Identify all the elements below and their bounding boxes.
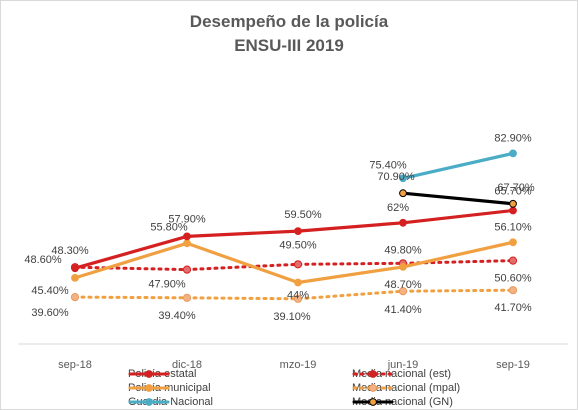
data-label-policia-estatal: 59.50% [284, 209, 322, 221]
data-point-media-nacional-gn [509, 199, 517, 208]
data-label-media-nacional-mpal: 41.70% [494, 302, 532, 314]
legend-label: Media nacional (GN) [352, 396, 453, 408]
data-label-media-nacional-mpal: 39.60% [31, 307, 69, 319]
data-label-policia-estatal: 65.70% [494, 185, 532, 197]
legend-item-media-nacional-est: Media nacional (est) [352, 367, 451, 381]
legend-swatch [128, 398, 170, 406]
data-label-policia-estatal: 48.30% [51, 245, 89, 257]
legend-swatch [352, 370, 394, 378]
x-tick-label: dic-18 [172, 359, 202, 371]
data-label-guardia-nacional: 82.90% [494, 132, 532, 144]
data-label-media-nacional-est: 50.60% [494, 273, 532, 285]
data-point-media-nacional-gn [399, 189, 407, 198]
x-tick-label: sep-18 [58, 359, 92, 371]
chart-title: Desempeño de la policía [189, 12, 389, 31]
data-point-media-nacional-mpal [293, 294, 303, 303]
legend-swatch [128, 370, 170, 378]
data-label-media-nacional-mpal: 39.10% [273, 311, 311, 323]
data-point-policia-municipal [71, 274, 79, 282]
data-point-policia-estatal [71, 264, 79, 273]
data-point-media-nacional-est [182, 265, 192, 274]
series-line-guardia-nacional [401, 151, 515, 180]
x-tick-label: jun-19 [387, 359, 419, 371]
data-point-media-nacional-mpal [182, 293, 192, 302]
legend-item-policia-estatal: Policía estatal [128, 367, 196, 381]
data-point-guardia-nacional [509, 149, 517, 158]
data-label-media-nacional-mpal: 41.40% [384, 304, 422, 316]
legend-item-policia-municipal: Policía municipal [128, 381, 211, 395]
data-point-media-nacional-est [293, 260, 303, 269]
data-label-policia-municipal: 56.10% [494, 221, 532, 233]
data-point-policia-estatal [509, 206, 517, 215]
data-label-policia-estatal: 62% [387, 202, 409, 214]
data-label-media-nacional-gn: 67.70% [497, 182, 535, 194]
data-point-media-nacional-est [508, 256, 518, 265]
x-tick-label: sep-19 [496, 359, 530, 371]
data-label-media-nacional-est: 48.60% [24, 254, 62, 266]
legend-swatch [128, 384, 170, 392]
data-label-media-nacional-est: 47.90% [148, 279, 186, 291]
data-label-media-nacional-gn: 70.90% [377, 171, 415, 183]
data-point-media-nacional-mpal [70, 293, 80, 302]
data-point-guardia-nacional [399, 174, 407, 183]
data-label-policia-municipal: 45.40% [31, 285, 69, 297]
data-point-policia-municipal [509, 238, 517, 247]
data-point-policia-estatal [294, 227, 302, 236]
data-point-media-nacional-mpal [398, 287, 408, 296]
legend-label: Media nacional (mpal) [352, 382, 461, 394]
data-point-policia-estatal [183, 232, 191, 241]
legend-item-guardia-nacional: Guardia Nacional [128, 395, 213, 409]
chart-subtitle: ENSU-III 2019 [234, 36, 344, 55]
series-line-media-nacional-gn [401, 191, 515, 206]
data-label-policia-municipal: 48.70% [384, 279, 422, 291]
data-point-policia-estatal [399, 218, 407, 227]
data-label-policia-municipal: 55.80% [150, 221, 188, 233]
data-point-media-nacional-mpal [508, 286, 518, 295]
legend-swatch [352, 384, 394, 392]
data-point-policia-municipal [399, 263, 407, 271]
data-label-media-nacional-mpal: 39.40% [158, 310, 196, 322]
legend-label: Media nacional (est) [352, 368, 452, 380]
data-label-media-nacional-est: 49.50% [279, 239, 317, 251]
data-label-policia-municipal: 44% [287, 290, 309, 302]
legend-item-media-nacional-gn: Media nacional (GN) [352, 395, 453, 409]
data-point-policia-municipal [183, 239, 191, 248]
legend-item-media-nacional-mpal: Media nacional (mpal) [352, 381, 460, 395]
data-label-media-nacional-est: 49.80% [384, 244, 422, 256]
data-label-policia-estatal: 57.90% [168, 213, 206, 225]
x-tick-label: mzo-19 [280, 359, 317, 371]
data-point-policia-municipal [294, 278, 302, 287]
data-label-guardia-nacional: 75.40% [369, 159, 407, 171]
legend-swatch [352, 398, 394, 406]
